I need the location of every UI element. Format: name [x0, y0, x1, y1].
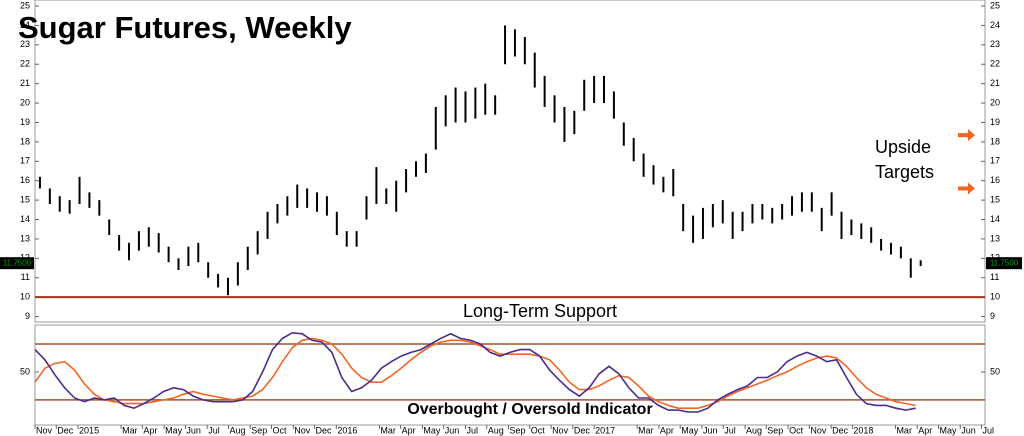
y-tick-label: 16	[20, 175, 30, 185]
y-tick-label: 20	[20, 97, 30, 107]
indicator-panel	[34, 324, 986, 426]
y-tick-label: 9	[990, 311, 995, 321]
y-tick-label: 13	[990, 233, 1000, 243]
x-tick-label: Nov	[810, 425, 827, 435]
y-tick-label: 25	[20, 0, 30, 10]
x-tick-label: Nov	[36, 425, 53, 435]
last-value-box	[986, 257, 1022, 270]
y-tick-label: 10	[990, 292, 1000, 302]
x-tick-label: Apr	[143, 425, 157, 435]
x-tick-label: Nov	[294, 425, 311, 435]
x-tick-label: Aug	[746, 425, 762, 435]
last-value-label: 11.7500	[3, 258, 32, 267]
x-tick-label: Sep	[251, 425, 267, 435]
y-tick-label: 14	[20, 214, 30, 224]
y-tick-label: 23	[20, 39, 30, 49]
x-tick-label: 2017	[595, 425, 615, 435]
target-label: Targets	[875, 162, 934, 182]
x-tick-label: Dec	[57, 425, 74, 435]
indicator-line	[34, 331, 916, 413]
last-value-label: 11.7500	[990, 258, 1019, 267]
y-tick-label: 50	[990, 366, 1000, 376]
y-tick-label: 19	[990, 117, 1000, 127]
x-tick-label: Jul	[983, 425, 995, 435]
y-tick-label: 16	[990, 175, 1000, 185]
x-tick-label: Dec	[574, 425, 591, 435]
y-tick-label: 22	[990, 59, 1000, 69]
x-tick-label: Jul	[208, 425, 220, 435]
y-tick-label: 24	[990, 20, 1000, 30]
y-tick-label: 10	[20, 292, 30, 302]
x-tick-label: Mar	[896, 425, 912, 435]
y-tick-label: 23	[990, 39, 1000, 49]
chart-title: Sugar Futures, Weekly	[18, 10, 352, 45]
x-tick-label: Aug	[488, 425, 504, 435]
y-tick-label: 21	[20, 78, 30, 88]
x-tick-label: May	[939, 425, 957, 435]
target-label: Upside	[875, 137, 931, 157]
x-tick-label: Jun	[961, 425, 976, 435]
x-tick-label: Jul	[724, 425, 736, 435]
y-tick-label: 19	[20, 117, 30, 127]
y-tick-label: 15	[990, 194, 1000, 204]
y-tick-label: 25	[990, 0, 1000, 10]
y-tick-label: 20	[990, 97, 1000, 107]
x-tick-label: Apr	[660, 425, 674, 435]
y-tick-label: 22	[20, 59, 30, 69]
x-tick-label: Jun	[445, 425, 460, 435]
y-tick-label: 14	[990, 214, 1000, 224]
x-tick-label: Apr	[402, 425, 416, 435]
x-tick-label: Mar	[638, 425, 654, 435]
price-panel	[34, 0, 986, 323]
x-tick-label: Nov	[552, 425, 569, 435]
x-tick-label: Oct	[789, 425, 804, 435]
x-tick-label: Jun	[703, 425, 718, 435]
x-tick-label: May	[165, 425, 183, 435]
x-tick-label: 2018	[853, 425, 873, 435]
x-tick-label: Sep	[510, 425, 526, 435]
y-tick-label: 24	[20, 20, 30, 30]
y-tick-label: 13	[20, 233, 30, 243]
target-arrow	[958, 182, 975, 195]
target-arrow	[958, 129, 975, 142]
last-value-box	[0, 257, 34, 270]
x-tick-label: Dec	[832, 425, 849, 435]
x-tick-label: Mar	[380, 425, 396, 435]
x-tick-label: Mar	[122, 425, 138, 435]
x-tick-label: Jul	[466, 425, 478, 435]
y-tick-label: 18	[20, 136, 30, 146]
x-tick-label: Apr	[918, 425, 932, 435]
x-tick-label: Sep	[767, 425, 783, 435]
support-label: Long-Term Support	[463, 301, 617, 321]
x-tick-label: May	[423, 425, 441, 435]
x-tick-label: Dec	[316, 425, 333, 435]
x-tick-label: May	[681, 425, 699, 435]
y-tick-label: 18	[990, 136, 1000, 146]
y-tick-label: 50	[20, 366, 30, 376]
x-tick-label: 2016	[337, 425, 357, 435]
x-tick-label: Oct	[273, 425, 288, 435]
x-tick-label: Oct	[531, 425, 546, 435]
y-tick-label: 17	[20, 156, 30, 166]
y-tick-label: 17	[990, 156, 1000, 166]
x-tick-label: 2015	[79, 425, 99, 435]
y-tick-label: 9	[25, 311, 30, 321]
indicator-title: Overbought / Oversold Indicator	[407, 401, 652, 418]
y-tick-label: 11	[990, 272, 999, 282]
x-tick-label: Jun	[186, 425, 201, 435]
indicator-line	[34, 337, 916, 409]
x-tick-label: Aug	[229, 425, 245, 435]
y-tick-label: 21	[990, 78, 1000, 88]
y-tick-label: 15	[20, 194, 30, 204]
y-tick-label: 11	[21, 272, 30, 282]
